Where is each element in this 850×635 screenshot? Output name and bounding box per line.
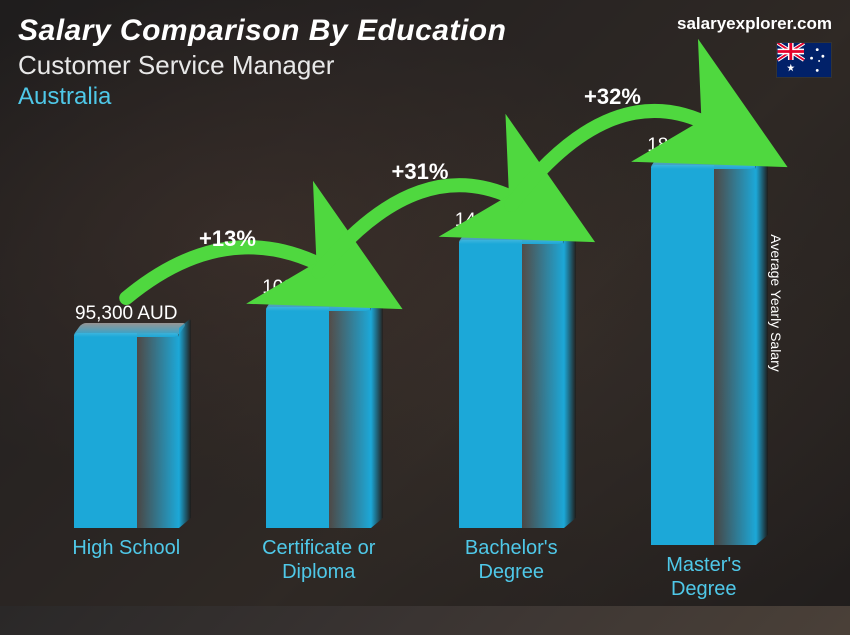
bar-group: 186,000 AUD Master'sDegree	[608, 135, 801, 586]
bar-category-label: Certificate orDiploma	[262, 536, 375, 586]
branding: salaryexplorer.com	[677, 14, 832, 78]
brand-tld: .com	[792, 14, 832, 33]
bar-group: 108,000 AUD Certificate orDiploma	[223, 135, 416, 586]
bar	[266, 307, 371, 528]
bar-value-label: 141,000 AUD	[455, 210, 568, 232]
bar-category-label: Bachelor'sDegree	[465, 536, 558, 586]
australia-flag-icon	[776, 42, 832, 78]
bar-chart: 95,300 AUD High School 108,000 AUD Certi…	[30, 135, 800, 586]
bar-group: 141,000 AUD Bachelor'sDegree	[415, 135, 608, 586]
bar-value-label: 186,000 AUD	[647, 135, 760, 157]
bar	[459, 240, 564, 528]
bar-category-label: Master'sDegree	[666, 553, 741, 601]
bar-category-label: High School	[72, 536, 180, 586]
brand-name: salaryexplorer	[677, 14, 792, 33]
main-title: Salary Comparison By Education	[18, 14, 677, 48]
bar-value-label: 95,300 AUD	[75, 303, 177, 325]
header: Salary Comparison By Education Customer …	[18, 14, 832, 111]
bar-value-label: 108,000 AUD	[262, 277, 375, 299]
title-block: Salary Comparison By Education Customer …	[18, 14, 677, 111]
subtitle: Customer Service Manager	[18, 50, 677, 81]
brand-logo: salaryexplorer.com	[677, 14, 832, 34]
bar	[74, 333, 179, 528]
country-label: Australia	[18, 83, 677, 111]
bar	[651, 165, 756, 545]
bar-group: 95,300 AUD High School	[30, 135, 223, 586]
